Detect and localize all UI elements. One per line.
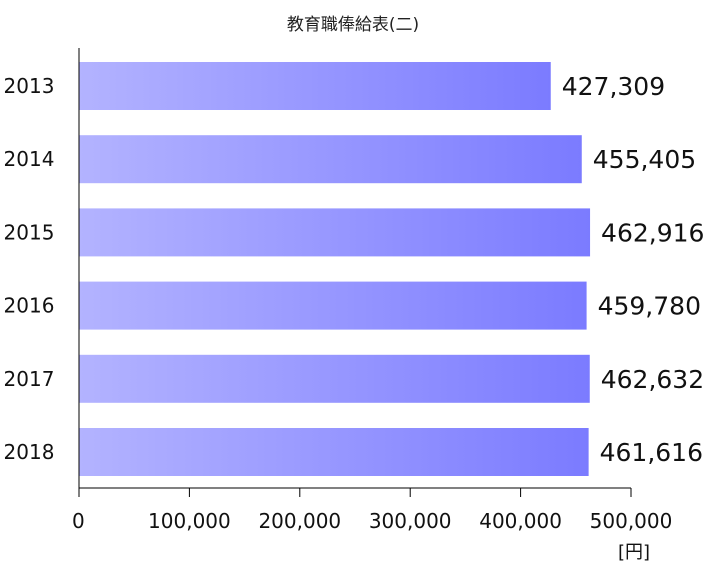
chart-title: 教育職俸給表(二) xyxy=(287,15,419,35)
x-tick-label-0: 0 xyxy=(72,509,85,533)
data-label-2013: 427,309 xyxy=(562,72,665,101)
bar-2014 xyxy=(79,135,582,184)
x-tick-label-300000: 300,000 xyxy=(369,509,452,533)
category-label-2013: 2013 xyxy=(4,74,55,98)
x-tick-label-100000: 100,000 xyxy=(148,509,231,533)
category-label-2017: 2017 xyxy=(4,367,55,391)
x-tick-label-400000: 400,000 xyxy=(479,509,562,533)
bars-layer: 2013 427,309 2014 455,405 2015 462,916 2016 459… xyxy=(4,62,704,476)
data-label-2018: 461,616 xyxy=(600,438,703,467)
category-label-2015: 2015 xyxy=(4,220,55,244)
data-label-2014: 455,405 xyxy=(593,145,696,174)
axes-layer: 0 100,000 200,000 300,000 400,000 500,000 xyxy=(72,48,672,533)
x-tick-label-500000: 500,000 xyxy=(590,509,673,533)
category-label-2016: 2016 xyxy=(4,294,55,318)
x-tick-label-200000: 200,000 xyxy=(258,509,341,533)
bar-2017 xyxy=(79,354,590,403)
bar-2015 xyxy=(79,208,591,257)
data-label-2015: 462,916 xyxy=(601,218,704,247)
category-label-2018: 2018 xyxy=(4,440,55,464)
data-label-2016: 459,780 xyxy=(598,292,701,321)
bar-2013 xyxy=(79,62,551,110)
bar-2018 xyxy=(79,428,589,476)
data-label-2017: 462,632 xyxy=(601,365,704,394)
bar-2016 xyxy=(79,281,587,330)
category-label-2014: 2014 xyxy=(4,147,55,171)
x-axis-unit-label: [円] xyxy=(618,542,650,563)
